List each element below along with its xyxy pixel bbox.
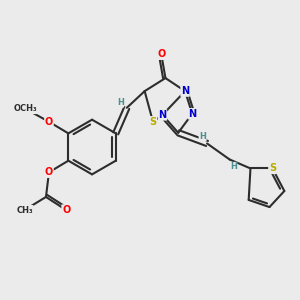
Text: H: H — [117, 98, 124, 107]
Text: O: O — [45, 117, 53, 127]
Text: N: N — [158, 110, 166, 120]
Text: S: S — [269, 164, 276, 173]
Text: N: N — [181, 86, 189, 96]
Text: H: H — [199, 131, 206, 140]
Text: O: O — [62, 205, 70, 215]
Text: OCH₃: OCH₃ — [14, 104, 38, 113]
Text: CH₃: CH₃ — [16, 206, 33, 214]
Text: H: H — [230, 162, 237, 171]
Text: O: O — [157, 49, 165, 59]
Text: O: O — [45, 167, 53, 177]
Text: S: S — [149, 117, 157, 127]
Text: N: N — [188, 109, 196, 119]
